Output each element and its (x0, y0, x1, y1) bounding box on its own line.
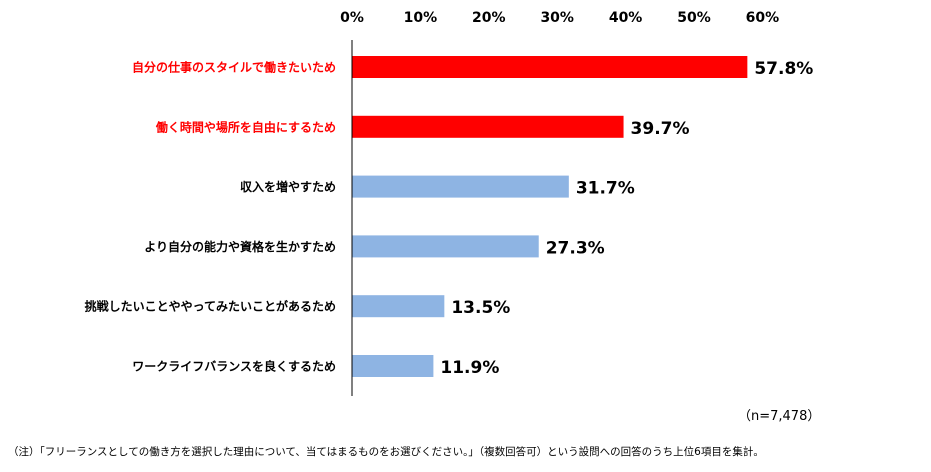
x-tick-label: 40% (609, 10, 643, 26)
bar (352, 295, 445, 318)
sample-size-note: （n=7,478） (738, 409, 821, 424)
bar (352, 175, 569, 198)
x-tick-label: 10% (404, 10, 438, 26)
category-label: 収入を増やすため (240, 179, 336, 194)
category-label: ワークライフバランスを良くするため (132, 359, 336, 374)
bar (352, 56, 748, 78)
value-label: 13.5% (451, 298, 510, 318)
category-label: 自分の仕事のスタイルで働きたいため (132, 60, 336, 75)
bar (352, 235, 539, 258)
x-tick-label: 60% (746, 10, 780, 26)
category-label: より自分の能力や資格を生かすため (144, 239, 336, 254)
x-tick-label: 20% (472, 10, 506, 26)
category-label: 働く時間や場所を自由にするため (155, 119, 336, 134)
bar (352, 115, 624, 138)
category-label: 挑戦したいことややってみたいことがあるため (85, 299, 336, 314)
x-tick-label: 0% (340, 10, 364, 26)
x-tick-label: 50% (677, 10, 711, 26)
bar (352, 355, 434, 377)
value-label: 11.9% (440, 358, 499, 378)
value-label: 39.7% (631, 119, 690, 139)
value-label: 31.7% (576, 179, 635, 199)
value-label: 57.8% (754, 59, 813, 79)
footnote: （注）「フリーランスとしての働き方を選択した理由について、当てはまるものをお選び… (8, 446, 764, 458)
x-tick-label: 30% (540, 10, 574, 26)
value-label: 27.3% (546, 238, 605, 258)
